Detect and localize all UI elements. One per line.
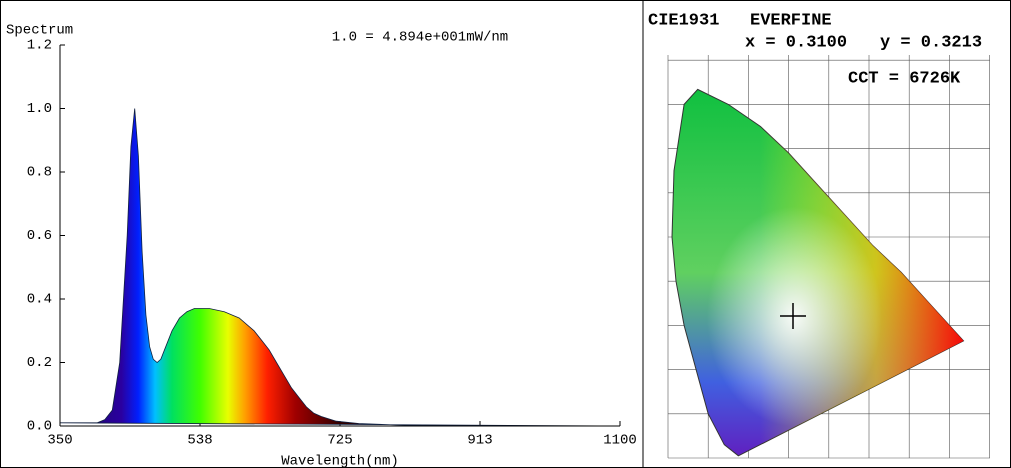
y-tick-label: 0.8 (27, 165, 52, 181)
cie-cct: CCT = 6726K (848, 69, 961, 88)
x-tick-label: 725 (327, 433, 352, 449)
x-tick-label: 350 (47, 433, 72, 449)
x-tick-label: 538 (187, 433, 212, 449)
y-tick-label: 1.2 (27, 38, 52, 54)
y-tick-label: 0.0 (27, 419, 52, 435)
y-tick-label: 0.6 (27, 228, 52, 244)
y-tick-label: 1.0 (27, 101, 52, 117)
x-tick-label: 913 (467, 433, 492, 449)
spectrum-chart: Spectrum 1.0 = 4.894e+001mW/nm Wavelengt… (6, 23, 637, 468)
spectrum-area (59, 108, 621, 427)
x-axis-label: Wavelength(nm) (281, 454, 399, 468)
annotation: 1.0 = 4.894e+001mW/nm (332, 30, 508, 46)
cie-title: CIE1931 (648, 11, 719, 30)
cie-locus-white (672, 89, 964, 456)
chromaticity-marker (780, 303, 806, 329)
chart-title: Spectrum (6, 23, 73, 39)
cie-y: y = 0.3213 (880, 33, 982, 52)
cie-brand: EVERFINE (750, 11, 832, 30)
cie-diagram: CIE1931 EVERFINE x = 0.3100 y = 0.3213 C… (648, 11, 990, 459)
y-tick-label: 0.4 (27, 292, 52, 308)
cie-x: x = 0.3100 (745, 33, 847, 52)
x-tick-label: 1100 (603, 433, 637, 449)
y-tick-label: 0.2 (27, 355, 52, 371)
